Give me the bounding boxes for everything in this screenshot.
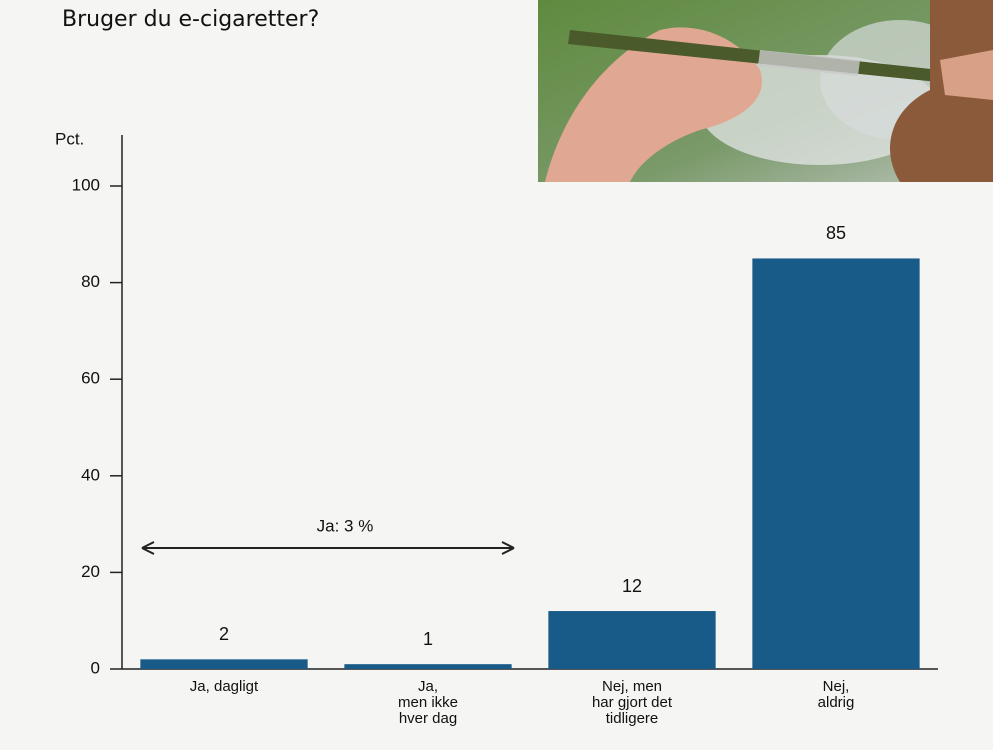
x-tick-label: Nej, aldrig (818, 678, 855, 711)
bar (140, 659, 308, 669)
value-label: 12 (622, 576, 642, 596)
value-label: 85 (826, 223, 846, 243)
bar (752, 258, 920, 669)
photo (538, 0, 993, 182)
y-tick-label: 100 (72, 175, 100, 194)
value-label: 2 (219, 624, 229, 644)
y-tick-label: 40 (81, 465, 100, 484)
chart-title: Bruger du e-cigaretter? (62, 7, 319, 32)
bar (548, 611, 716, 669)
x-tick-label: Ja, men ikke hver dag (398, 678, 458, 727)
x-tick-label: Nej, men har gjort det tidligere (592, 678, 673, 727)
y-tick-label: 80 (81, 272, 100, 291)
annotation: Ja: 3 % (317, 516, 374, 535)
y-tick-label: 60 (81, 369, 100, 388)
value-label: 1 (423, 629, 433, 649)
x-tick-label: Ja, dagligt (190, 678, 259, 695)
y-tick-label: 0 (91, 658, 100, 677)
arrow-heads (141, 541, 515, 555)
bar (344, 664, 512, 669)
y-tick-label: 20 (81, 562, 100, 581)
y-axis-label: Pct. (55, 129, 84, 148)
